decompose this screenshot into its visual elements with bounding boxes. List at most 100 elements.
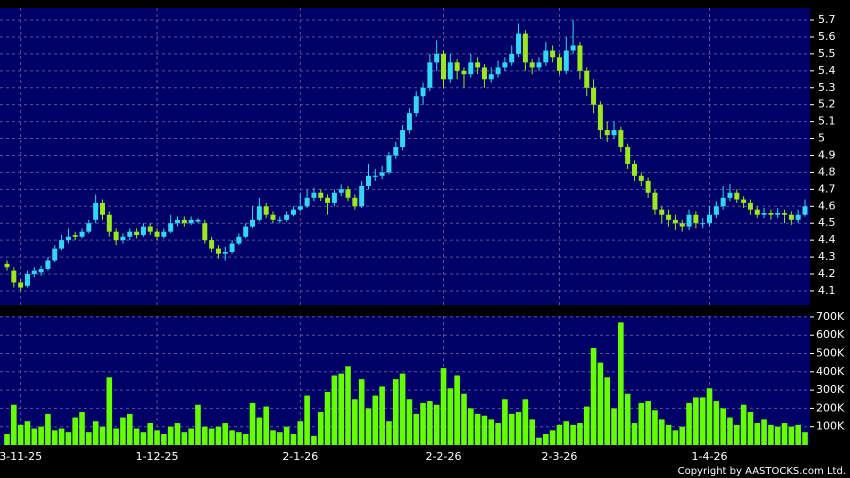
candle-body bbox=[113, 231, 119, 241]
volume-bar bbox=[92, 421, 99, 445]
volume-bar bbox=[11, 404, 17, 445]
candle-body bbox=[65, 236, 71, 241]
volume-bar bbox=[440, 368, 447, 445]
volume-bar bbox=[140, 432, 147, 445]
volume-bar bbox=[461, 393, 467, 445]
volume-bar bbox=[201, 426, 208, 445]
volume-tick-label: 600K bbox=[816, 328, 845, 341]
candle-body bbox=[38, 268, 44, 273]
candle-body bbox=[604, 130, 610, 136]
volume-bar bbox=[727, 417, 733, 445]
volume-bar bbox=[51, 430, 58, 445]
candle-body bbox=[352, 197, 358, 207]
y-tick-label: 4.7 bbox=[818, 182, 836, 195]
x-tick-label: 1-4-26 bbox=[692, 450, 728, 463]
volume-bar bbox=[358, 379, 365, 445]
candle-body bbox=[645, 180, 651, 193]
candle-body bbox=[202, 223, 208, 241]
volume-bar bbox=[522, 399, 529, 445]
volume-bar bbox=[693, 397, 699, 445]
candle-body bbox=[516, 33, 522, 54]
volume-bar bbox=[297, 421, 304, 445]
candle-body bbox=[263, 206, 269, 215]
volume-bar bbox=[242, 434, 249, 445]
candle-body bbox=[727, 192, 733, 198]
volume-bar bbox=[515, 412, 522, 445]
candle-body bbox=[434, 53, 440, 63]
candle-body bbox=[509, 53, 515, 63]
x-tick-label: 2-1-26 bbox=[282, 450, 318, 463]
candle-body bbox=[700, 223, 706, 225]
candle-body bbox=[93, 202, 99, 220]
candle-body bbox=[331, 192, 337, 203]
volume-bar bbox=[570, 424, 576, 445]
volume-bar bbox=[768, 424, 774, 445]
volume-bar bbox=[781, 423, 788, 445]
candle-body bbox=[209, 240, 215, 249]
volume-bar bbox=[45, 413, 51, 445]
candle-body bbox=[215, 248, 221, 254]
candle-body bbox=[802, 206, 808, 215]
volume-bar bbox=[467, 408, 474, 445]
candle-body bbox=[127, 231, 133, 237]
volume-bar bbox=[720, 408, 726, 445]
candle-body bbox=[379, 172, 385, 176]
x-tick-label: 2-3-26 bbox=[541, 450, 577, 463]
volume-bar bbox=[488, 419, 495, 445]
volume-bar bbox=[577, 423, 583, 445]
volume-bar bbox=[604, 377, 611, 445]
x-tick-label: 1-12-25 bbox=[136, 450, 179, 463]
volume-bar bbox=[379, 386, 385, 445]
volume-bar bbox=[672, 430, 679, 445]
volume-bar bbox=[120, 417, 126, 445]
candle-body bbox=[536, 62, 542, 68]
candle-body bbox=[468, 62, 474, 75]
volume-bar bbox=[481, 415, 488, 445]
candle-body bbox=[584, 70, 590, 88]
candle-body bbox=[529, 62, 535, 68]
candle-body bbox=[290, 209, 296, 215]
candle-body bbox=[24, 274, 30, 286]
candle-body bbox=[277, 219, 283, 221]
volume-bar bbox=[324, 391, 331, 445]
candle-body bbox=[761, 213, 767, 215]
candle-body bbox=[31, 270, 37, 275]
candle-body bbox=[338, 189, 344, 193]
candle-body bbox=[495, 67, 501, 75]
y-tick-label: 5.6 bbox=[818, 30, 836, 43]
y-tick-label: 5.4 bbox=[818, 64, 836, 77]
y-tick-label: 5 bbox=[818, 132, 825, 145]
volume-bar bbox=[31, 428, 38, 445]
volume-bar bbox=[447, 388, 454, 445]
volume-bar bbox=[283, 426, 290, 445]
volume-bar bbox=[188, 428, 194, 445]
volume-bar bbox=[24, 421, 31, 445]
candle-body bbox=[734, 192, 740, 200]
candle-body bbox=[168, 223, 174, 232]
volume-bar bbox=[399, 373, 406, 445]
volume-bar bbox=[86, 432, 92, 445]
volume-bar bbox=[413, 413, 420, 445]
volume-bar bbox=[17, 424, 24, 445]
volume-bar bbox=[658, 419, 665, 445]
candle-body bbox=[597, 104, 603, 131]
candle-body bbox=[345, 189, 351, 198]
y-tick-label: 5.2 bbox=[818, 98, 836, 111]
candle-body bbox=[659, 209, 665, 215]
candle-body bbox=[250, 219, 256, 227]
candle-body bbox=[304, 197, 310, 207]
candle-body bbox=[175, 219, 181, 224]
volume-bar bbox=[761, 419, 767, 445]
volume-bar bbox=[317, 412, 324, 445]
y-tick-label: 4.3 bbox=[818, 250, 836, 263]
volume-bar bbox=[747, 412, 754, 445]
volume-bar bbox=[79, 412, 85, 445]
volume-bar bbox=[406, 399, 413, 445]
volume-bar bbox=[222, 423, 229, 445]
volume-bar bbox=[740, 404, 747, 445]
copyright: Copyright by AASTOCKS.com Ltd. bbox=[678, 466, 846, 477]
volume-bar bbox=[65, 432, 72, 445]
volume-bar bbox=[679, 426, 686, 445]
candle-body bbox=[666, 214, 672, 220]
